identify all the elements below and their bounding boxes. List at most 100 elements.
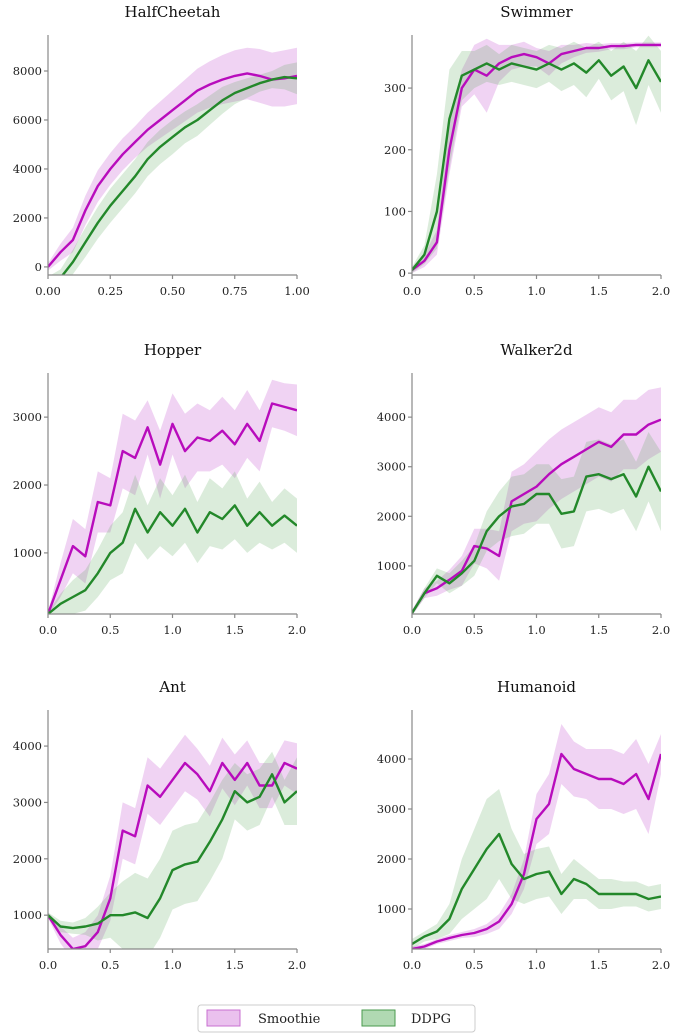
y-tick-label: 1000	[13, 546, 42, 560]
band-smoothie	[412, 38, 661, 274]
band-smoothie	[412, 387, 661, 614]
x-tick-label: 1.0	[527, 284, 545, 298]
x-tick-label: 1.0	[527, 958, 545, 972]
y-tick-label: 0	[35, 260, 42, 274]
subplot-title: Humanoid	[497, 678, 576, 696]
x-tick-label: 1.0	[163, 623, 181, 637]
subplot-humanoid: Humanoid 0.0 0.5 1.0 1.5 2.0 1000 2000 3000 4000	[377, 678, 670, 972]
band-ddpg	[50, 62, 297, 275]
line-ddpg	[412, 832, 661, 946]
line-smoothie	[48, 761, 297, 949]
x-tick-label: 2.0	[652, 284, 670, 298]
x-tick-label: 2.0	[652, 958, 670, 972]
x-tick-label: 1.5	[226, 623, 244, 637]
line-ddpg	[61, 75, 297, 275]
band-ddpg	[412, 789, 661, 949]
x-tick-label: 0.0	[403, 623, 421, 637]
band-ddpg	[412, 432, 661, 614]
x-tick-label: 0.0	[39, 623, 57, 637]
subplot-title: Ant	[158, 678, 186, 696]
x-tick-label: 0.0	[403, 284, 421, 298]
y-tick-label: 2000	[13, 478, 42, 492]
x-tick-label: 0.5	[101, 958, 119, 972]
x-tick-label: 0.75	[222, 284, 248, 298]
x-tick-label: 2.0	[288, 958, 306, 972]
x-tick-label: 0.00	[35, 284, 61, 298]
x-tick-label: 1.0	[163, 958, 181, 972]
y-tick-label: 3000	[13, 795, 42, 809]
x-tick-label: 0.0	[403, 958, 421, 972]
x-tick-label: 1.5	[590, 284, 608, 298]
line-ddpg	[48, 773, 297, 930]
y-tick-label: 2000	[13, 211, 42, 225]
x-tick-label: 1.5	[590, 958, 608, 972]
y-tick-label: 1000	[377, 559, 406, 573]
legend-label-ddpg: DDPG	[411, 1012, 451, 1027]
subplot-halfcheetah: HalfCheetah 0.00 0.25 0.50 0.75 1.00 0 2000 4000…	[13, 3, 310, 298]
y-tick-label: 200	[384, 143, 406, 157]
y-tick-label: 1000	[377, 902, 406, 916]
x-tick-label: 0.5	[101, 623, 119, 637]
legend-box	[197, 1004, 476, 1033]
y-tick-label: 6000	[13, 113, 42, 127]
line-ddpg	[412, 59, 661, 271]
x-tick-label: 0.25	[97, 284, 123, 298]
x-tick-label: 0.5	[465, 284, 483, 298]
subplot-ant: Ant 0.0 0.5 1.0 1.5 2.0 1000 2000 3000 4000	[13, 678, 306, 972]
subplot-title: HalfCheetah	[125, 3, 221, 21]
plot-area	[412, 35, 661, 274]
line-smoothie	[48, 72, 297, 268]
y-tick-label: 2000	[13, 852, 42, 866]
y-tick-label: 2000	[377, 509, 406, 523]
band-smoothie	[412, 724, 661, 949]
x-tick-label: 1.0	[527, 623, 545, 637]
plot-area	[412, 387, 661, 614]
legend-swatch-smoothie	[206, 1009, 241, 1027]
y-tick-label: 3000	[377, 802, 406, 816]
y-tick-label: 4000	[13, 162, 42, 176]
x-tick-label: 2.0	[652, 623, 670, 637]
y-tick-label: 4000	[377, 410, 406, 424]
line-smoothie	[412, 752, 661, 949]
y-tick-label: 3000	[13, 410, 42, 424]
y-tick-label: 0	[399, 266, 406, 280]
x-tick-label: 0.0	[39, 958, 57, 972]
plot-area	[48, 379, 297, 614]
line-ddpg	[412, 465, 661, 614]
x-tick-label: 1.5	[590, 623, 608, 637]
y-tick-label: 4000	[13, 739, 42, 753]
legend-swatch-ddpg	[361, 1009, 396, 1027]
line-smoothie	[48, 402, 297, 614]
legend: Smoothie DDPG	[197, 1004, 476, 1033]
line-smoothie	[412, 43, 661, 272]
subplot-title: Hopper	[144, 341, 202, 359]
y-tick-label: 2000	[377, 852, 406, 866]
y-tick-label: 3000	[377, 460, 406, 474]
band-smoothie	[48, 47, 297, 271]
y-tick-label: 8000	[13, 64, 42, 78]
subplot-title: Swimmer	[500, 3, 573, 21]
subplot-walker2d: Walker2d 0.0 0.5 1.0 1.5 2.0 1000 2000 3000 4000	[377, 341, 670, 637]
x-tick-label: 0.5	[465, 958, 483, 972]
plot-area	[48, 47, 297, 275]
band-smoothie	[48, 379, 297, 614]
x-tick-label: 0.50	[160, 284, 186, 298]
line-smoothie	[412, 418, 661, 614]
subplot-swimmer: Swimmer 0.0 0.5 1.0 1.5 2.0 0 100 200 300	[384, 3, 670, 298]
y-tick-label: 100	[384, 204, 406, 218]
y-tick-label: 300	[384, 81, 406, 95]
legend-label-smoothie: Smoothie	[258, 1012, 321, 1027]
y-tick-label: 4000	[377, 752, 406, 766]
plot-area	[48, 734, 297, 949]
subplot-hopper: Hopper 0.0 0.5 1.0 1.5 2.0 1000 2000 3000	[13, 341, 306, 637]
y-tick-label: 1000	[13, 908, 42, 922]
subplot-title: Walker2d	[500, 341, 573, 359]
line-ddpg	[48, 504, 297, 614]
x-tick-label: 2.0	[288, 623, 306, 637]
x-tick-label: 0.5	[465, 623, 483, 637]
x-tick-label: 1.5	[226, 958, 244, 972]
x-tick-label: 1.00	[284, 284, 310, 298]
plot-area	[412, 724, 661, 949]
